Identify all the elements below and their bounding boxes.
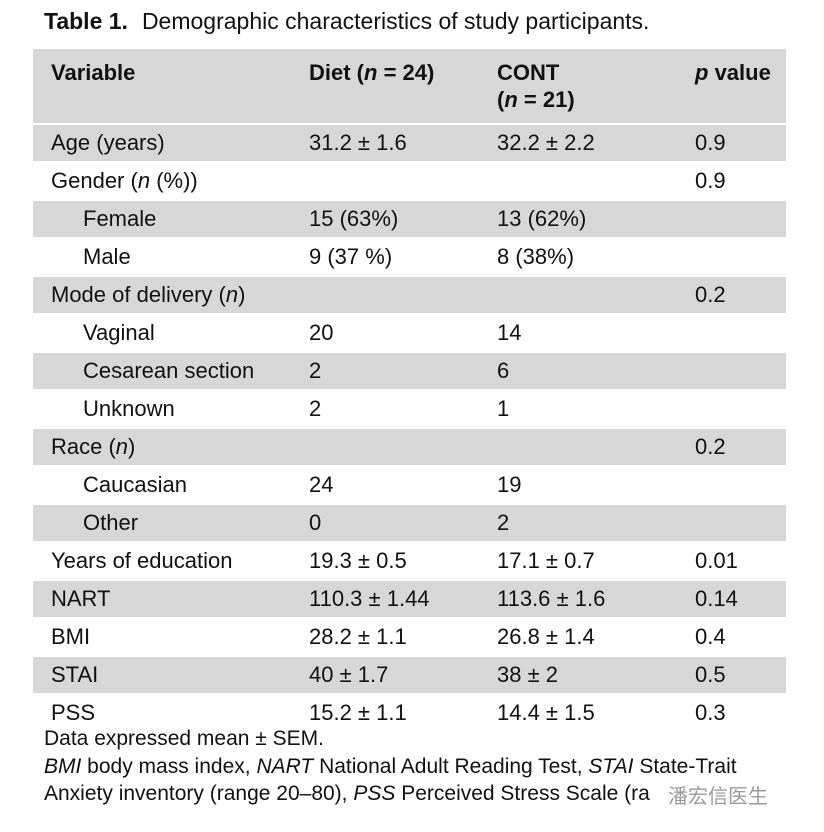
cell-variable: Race (n) [33, 427, 291, 465]
cell-variable: Age (years) [33, 123, 291, 161]
table-row: NART 110.3 ± 1.44 113.6 ± 1.6 0.14 [33, 579, 786, 617]
cell-pvalue: 0.3 [677, 693, 786, 731]
table-row: Female 15 (63%) 13 (62%) [33, 199, 786, 237]
cell-pvalue [677, 237, 786, 275]
cell-cont: 14 [479, 313, 677, 351]
table-row: Other 0 2 [33, 503, 786, 541]
header-cont: CONT (n = 21) [479, 49, 677, 123]
cell-variable: Other [33, 503, 291, 541]
cell-diet: 0 [291, 503, 479, 541]
table-row: Vaginal 20 14 [33, 313, 786, 351]
cell-diet: 15.2 ± 1.1 [291, 693, 479, 731]
cell-diet: 28.2 ± 1.1 [291, 617, 479, 655]
cell-pvalue: 0.4 [677, 617, 786, 655]
table-row: Age (years) 31.2 ± 1.6 32.2 ± 2.2 0.9 [33, 123, 786, 161]
table-row: PSS 15.2 ± 1.1 14.4 ± 1.5 0.3 [33, 693, 786, 731]
cell-variable: Gender (n (%)) [33, 161, 291, 199]
cell-diet: 24 [291, 465, 479, 503]
cell-pvalue [677, 503, 786, 541]
cell-pvalue: 0.5 [677, 655, 786, 693]
header-pvalue: p value [677, 49, 786, 123]
cell-pvalue [677, 199, 786, 237]
cell-cont: 2 [479, 503, 677, 541]
table-title: Demographic characteristics of study par… [141, 8, 650, 34]
cell-pvalue: 0.14 [677, 579, 786, 617]
cell-cont: 8 (38%) [479, 237, 677, 275]
cell-diet: 2 [291, 351, 479, 389]
cell-variable: Male [33, 237, 291, 275]
cell-cont: 32.2 ± 2.2 [479, 123, 677, 161]
cell-variable: Mode of delivery (n) [33, 275, 291, 313]
footnote-abbreviations-cont: Anxiety inventory (range 20–80), PSS Per… [44, 782, 650, 805]
cell-cont: 1 [479, 389, 677, 427]
cell-cont: 38 ± 2 [479, 655, 677, 693]
table-row: Race (n) 0.2 [33, 427, 786, 465]
cell-diet: 110.3 ± 1.44 [291, 579, 479, 617]
table-row: Male 9 (37 %) 8 (38%) [33, 237, 786, 275]
cell-diet: 20 [291, 313, 479, 351]
cell-variable: STAI [33, 655, 291, 693]
cell-cont: 13 (62%) [479, 199, 677, 237]
cell-diet: 2 [291, 389, 479, 427]
cell-variable: PSS [33, 693, 291, 731]
cell-variable: NART [33, 579, 291, 617]
table-caption: Table 1. Demographic characteristics of s… [44, 8, 649, 35]
cell-variable: Vaginal [33, 313, 291, 351]
cell-cont: 113.6 ± 1.6 [479, 579, 677, 617]
cell-diet [291, 275, 479, 313]
cell-pvalue [677, 465, 786, 503]
table-row: Mode of delivery (n) 0.2 [33, 275, 786, 313]
cell-pvalue: 0.2 [677, 275, 786, 313]
table-label: Table 1. [44, 8, 128, 34]
cell-pvalue: 0.9 [677, 123, 786, 161]
cell-cont: 14.4 ± 1.5 [479, 693, 677, 731]
table-row: Gender (n (%)) 0.9 [33, 161, 786, 199]
cell-pvalue: 0.9 [677, 161, 786, 199]
cell-pvalue [677, 313, 786, 351]
table-row: Unknown 2 1 [33, 389, 786, 427]
cell-diet: 40 ± 1.7 [291, 655, 479, 693]
cell-variable: BMI [33, 617, 291, 655]
table-row: STAI 40 ± 1.7 38 ± 2 0.5 [33, 655, 786, 693]
cell-diet [291, 427, 479, 465]
cell-variable: Female [33, 199, 291, 237]
cell-variable: Cesarean section [33, 351, 291, 389]
cell-cont: 17.1 ± 0.7 [479, 541, 677, 579]
demographics-table: Variable Diet (n = 24) CONT (n = 21) p va… [33, 49, 786, 731]
cell-diet: 19.3 ± 0.5 [291, 541, 479, 579]
cell-cont [479, 161, 677, 199]
cell-variable: Caucasian [33, 465, 291, 503]
cell-cont: 6 [479, 351, 677, 389]
cell-variable: Unknown [33, 389, 291, 427]
header-variable: Variable [33, 49, 291, 123]
footnote-abbreviations: BMI body mass index, NART National Adult… [44, 755, 737, 778]
cell-cont: 19 [479, 465, 677, 503]
cell-pvalue [677, 351, 786, 389]
header-diet: Diet (n = 24) [291, 49, 479, 123]
table-row: BMI 28.2 ± 1.1 26.8 ± 1.4 0.4 [33, 617, 786, 655]
cell-diet: 9 (37 %) [291, 237, 479, 275]
watermark: 潘宏信医生 [668, 786, 768, 808]
cell-cont: 26.8 ± 1.4 [479, 617, 677, 655]
table-row: Caucasian 24 19 [33, 465, 786, 503]
cell-pvalue: 0.01 [677, 541, 786, 579]
cell-cont [479, 427, 677, 465]
cell-pvalue [677, 389, 786, 427]
cell-variable: Years of education [33, 541, 291, 579]
footnote-data-expressed: Data expressed mean ± SEM. [44, 727, 324, 750]
table-row: Years of education 19.3 ± 0.5 17.1 ± 0.7 0.… [33, 541, 786, 579]
cell-diet: 15 (63%) [291, 199, 479, 237]
cell-diet [291, 161, 479, 199]
cell-pvalue: 0.2 [677, 427, 786, 465]
cell-cont [479, 275, 677, 313]
table-row: Cesarean section 2 6 [33, 351, 786, 389]
cell-diet: 31.2 ± 1.6 [291, 123, 479, 161]
